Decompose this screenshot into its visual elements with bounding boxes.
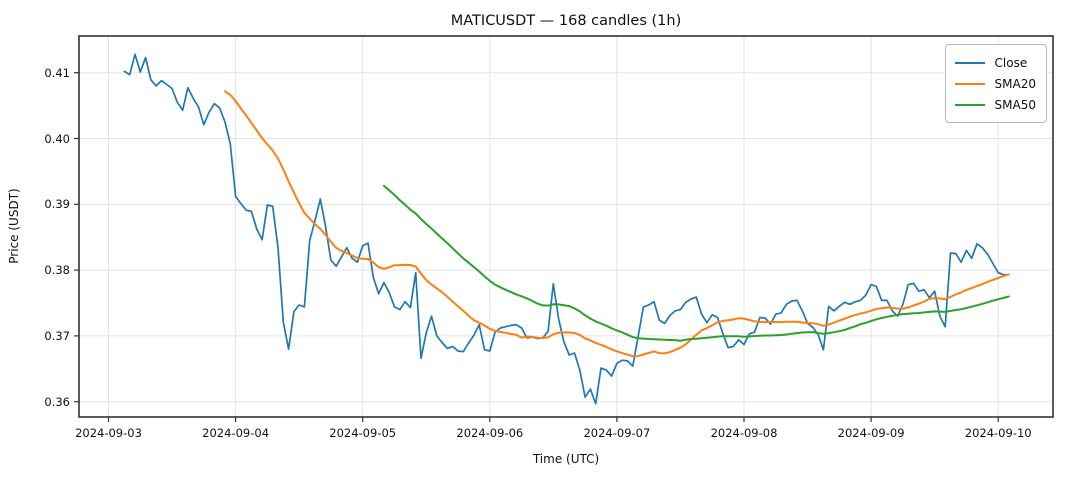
x-axis-label: Time (UTC) <box>532 452 600 466</box>
legend: Close SMA20 SMA50 <box>944 44 1047 123</box>
legend-entry-close: Close <box>954 52 1036 73</box>
x-tick-label: 2024-09-10 <box>964 426 1032 440</box>
x-tick-label: 2024-09-07 <box>583 426 651 440</box>
x-tick-label: 2024-09-05 <box>329 426 397 440</box>
x-tick-label: 2024-09-03 <box>75 426 142 440</box>
x-tick-label: 2024-09-06 <box>456 426 524 440</box>
legend-label-sma50: SMA50 <box>994 97 1036 112</box>
close-line-swatch <box>954 61 985 64</box>
y-axis-label: Price (USDT) <box>7 188 21 264</box>
x-tick-label: 2024-09-08 <box>710 426 778 440</box>
chart-title: MATICUSDT — 168 candles (1h) <box>450 13 682 29</box>
y-tick-label: 0.39 <box>44 197 70 212</box>
legend-entry-sma20: SMA20 <box>954 73 1036 94</box>
legend-entry-sma50: SMA50 <box>954 94 1036 115</box>
legend-label-sma20: SMA20 <box>994 76 1036 91</box>
y-tick-label: 0.37 <box>44 328 70 343</box>
x-tick-label: 2024-09-04 <box>202 426 270 440</box>
legend-label-close: Close <box>994 55 1028 70</box>
y-tick-label: 0.40 <box>44 131 70 146</box>
sma20-line-swatch <box>954 82 985 85</box>
sma50-line-swatch <box>954 103 985 106</box>
x-tick-label: 2024-09-09 <box>837 426 905 440</box>
y-tick-label: 0.41 <box>44 65 70 80</box>
y-tick-label: 0.36 <box>44 394 70 409</box>
y-tick-label: 0.38 <box>44 263 70 278</box>
